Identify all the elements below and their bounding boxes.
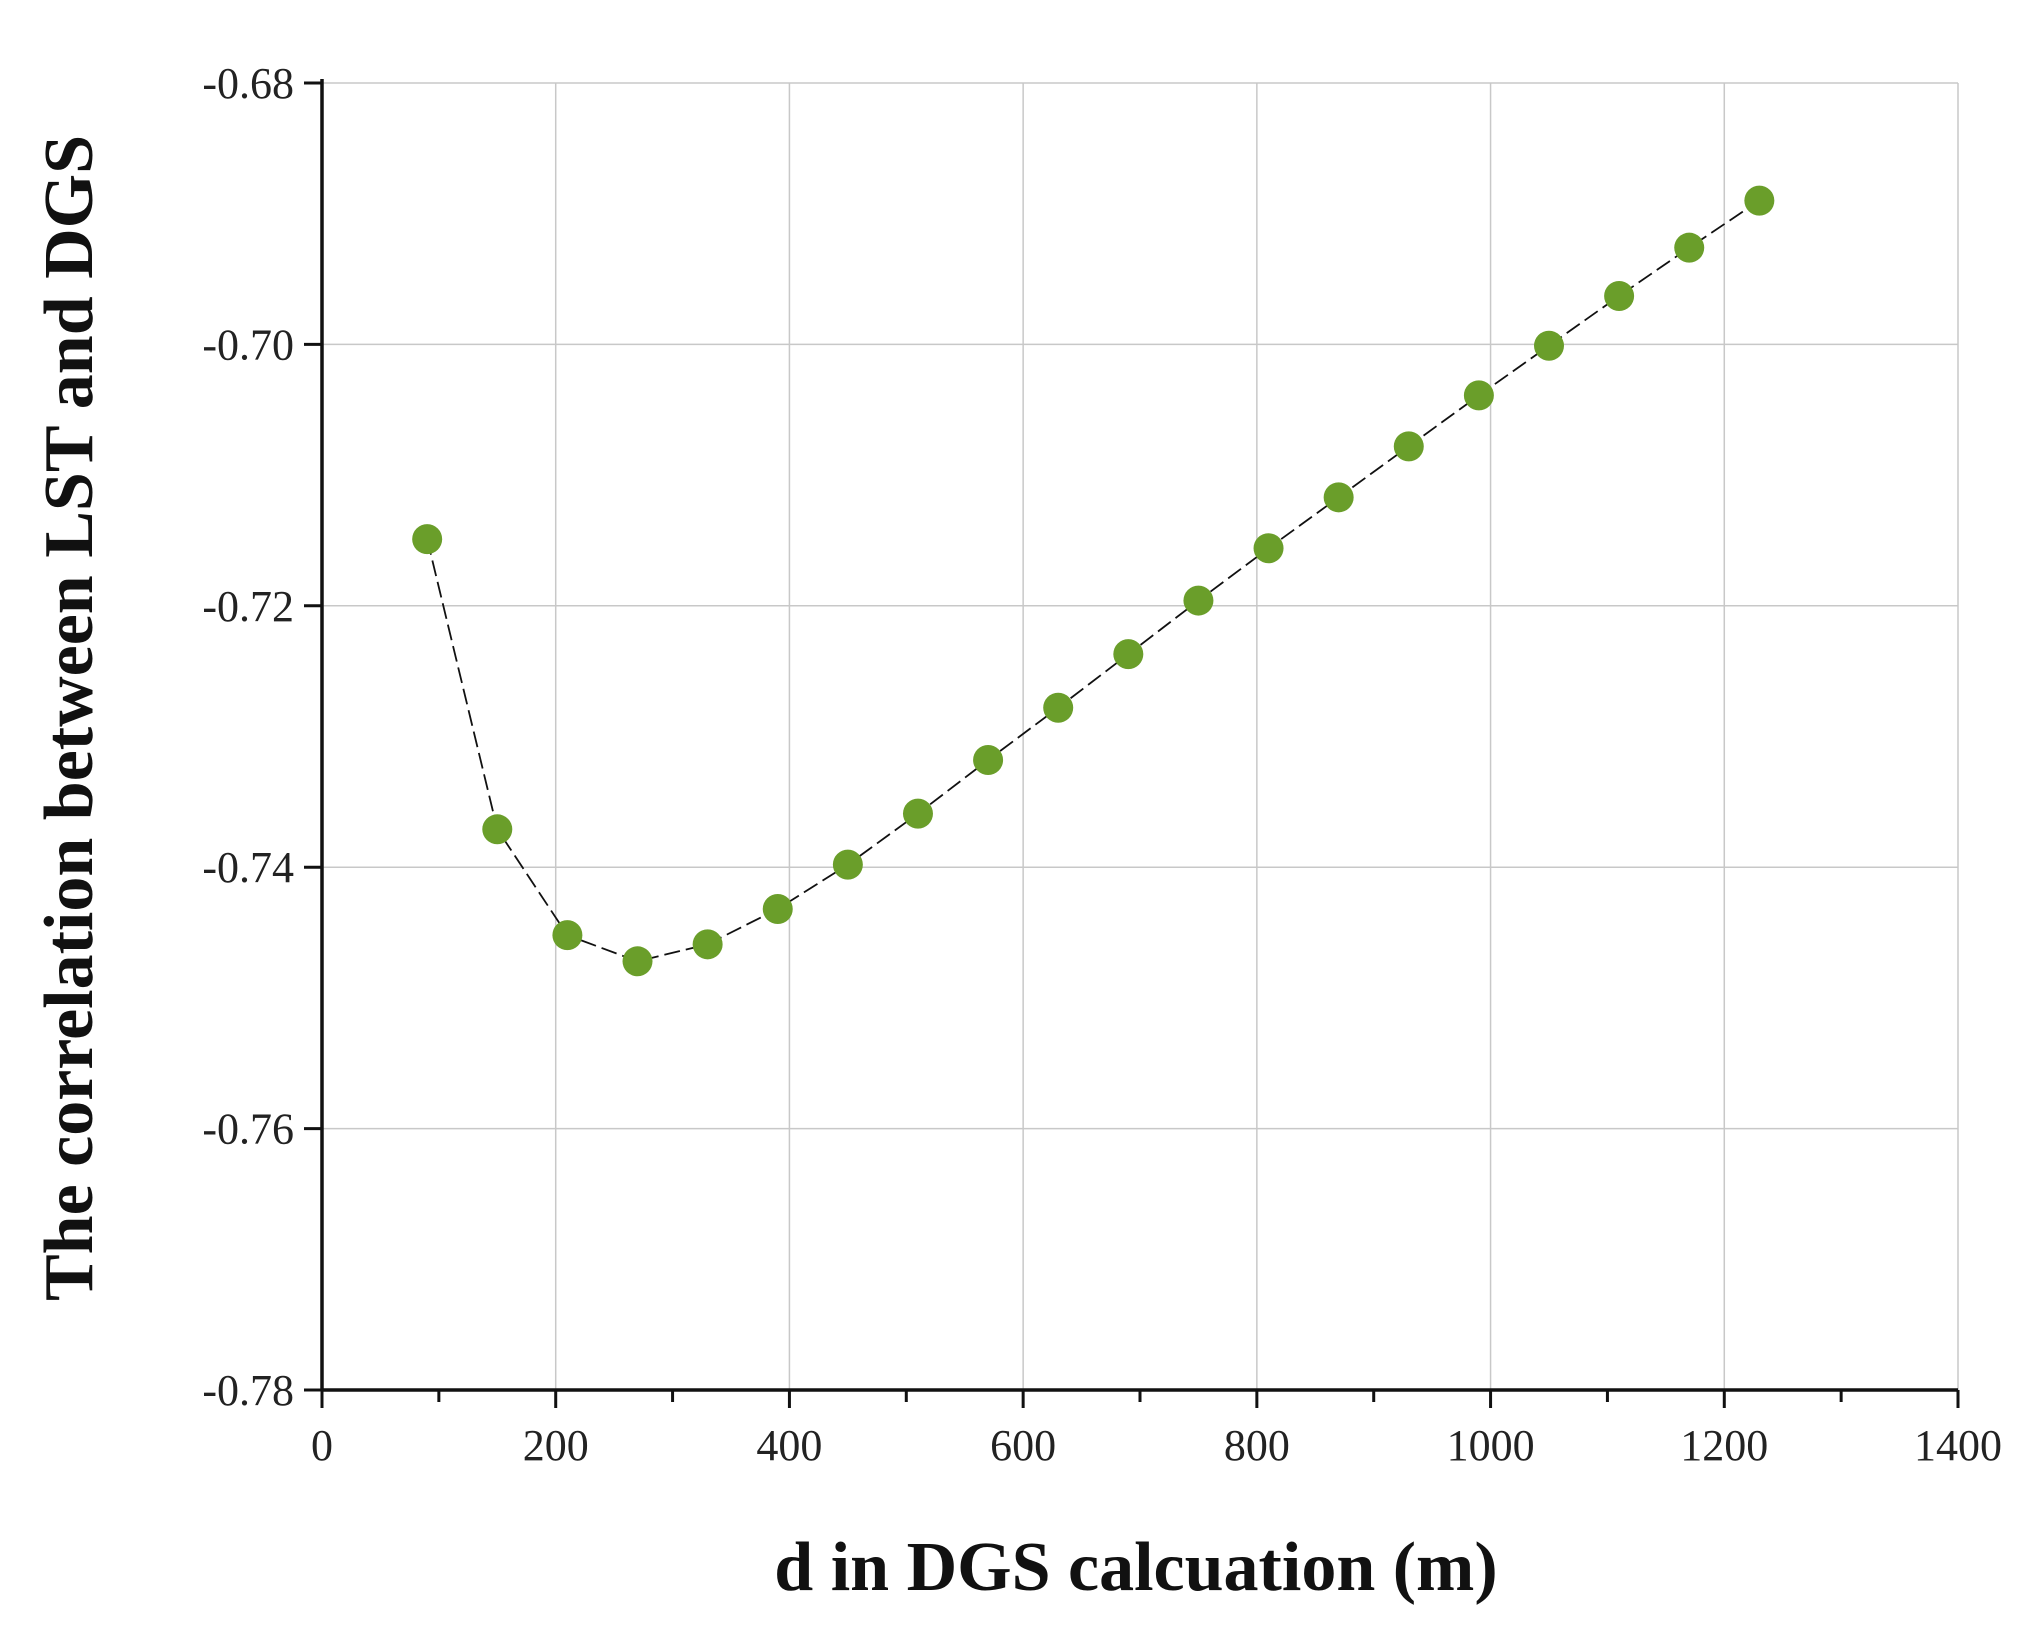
tick-labels: 0 200 400 600 800 1000 1200 1400 -0.68 -0.70 -0.72… [202, 59, 2002, 1470]
x-tick-label: 800 [1224, 1421, 1290, 1470]
x-tick-label: 1200 [1680, 1421, 1768, 1470]
data-point [973, 745, 1004, 776]
x-tick-label: 600 [990, 1421, 1056, 1470]
data-point [1183, 585, 1214, 616]
x-tick-label: 200 [523, 1421, 589, 1470]
data-point [1604, 281, 1635, 312]
x-axis-title: d in DGS calcuation (m) [774, 1529, 1497, 1606]
y-tick-label: -0.70 [202, 320, 294, 369]
data-point [482, 814, 513, 845]
y-tick-label: -0.78 [202, 1366, 294, 1415]
y-axis-title: The correlation between LST and DGS [31, 135, 108, 1301]
data-point [552, 920, 583, 951]
x-tick-label: 1400 [1914, 1421, 2002, 1470]
ticks [304, 81, 1960, 1408]
data-point [1463, 380, 1494, 411]
y-tick-label: -0.72 [202, 582, 294, 631]
data-point [1043, 692, 1074, 723]
data-point [692, 929, 723, 960]
y-tick-label: -0.74 [202, 843, 294, 892]
data-point [902, 798, 933, 829]
points-group [412, 185, 1775, 977]
axes [320, 79, 1958, 1392]
data-point [1393, 431, 1424, 462]
data-point [1323, 482, 1354, 513]
series-line [426, 199, 1760, 963]
data-point [762, 894, 793, 925]
data-point [1534, 330, 1564, 361]
data-point [1674, 232, 1705, 263]
x-tick-label: 400 [756, 1421, 822, 1470]
grid [322, 82, 1959, 1390]
y-tick-label: -0.76 [202, 1105, 294, 1154]
x-tick-label: 1000 [1447, 1421, 1535, 1470]
data-point [1253, 533, 1284, 564]
x-tick-label: 0 [311, 1421, 333, 1470]
data-point [1113, 639, 1144, 670]
series-line-group [426, 199, 1760, 963]
data-point [1744, 185, 1775, 216]
data-point [622, 946, 653, 977]
y-tick-label: -0.68 [202, 59, 294, 108]
data-point [412, 524, 443, 555]
data-point [832, 849, 863, 880]
